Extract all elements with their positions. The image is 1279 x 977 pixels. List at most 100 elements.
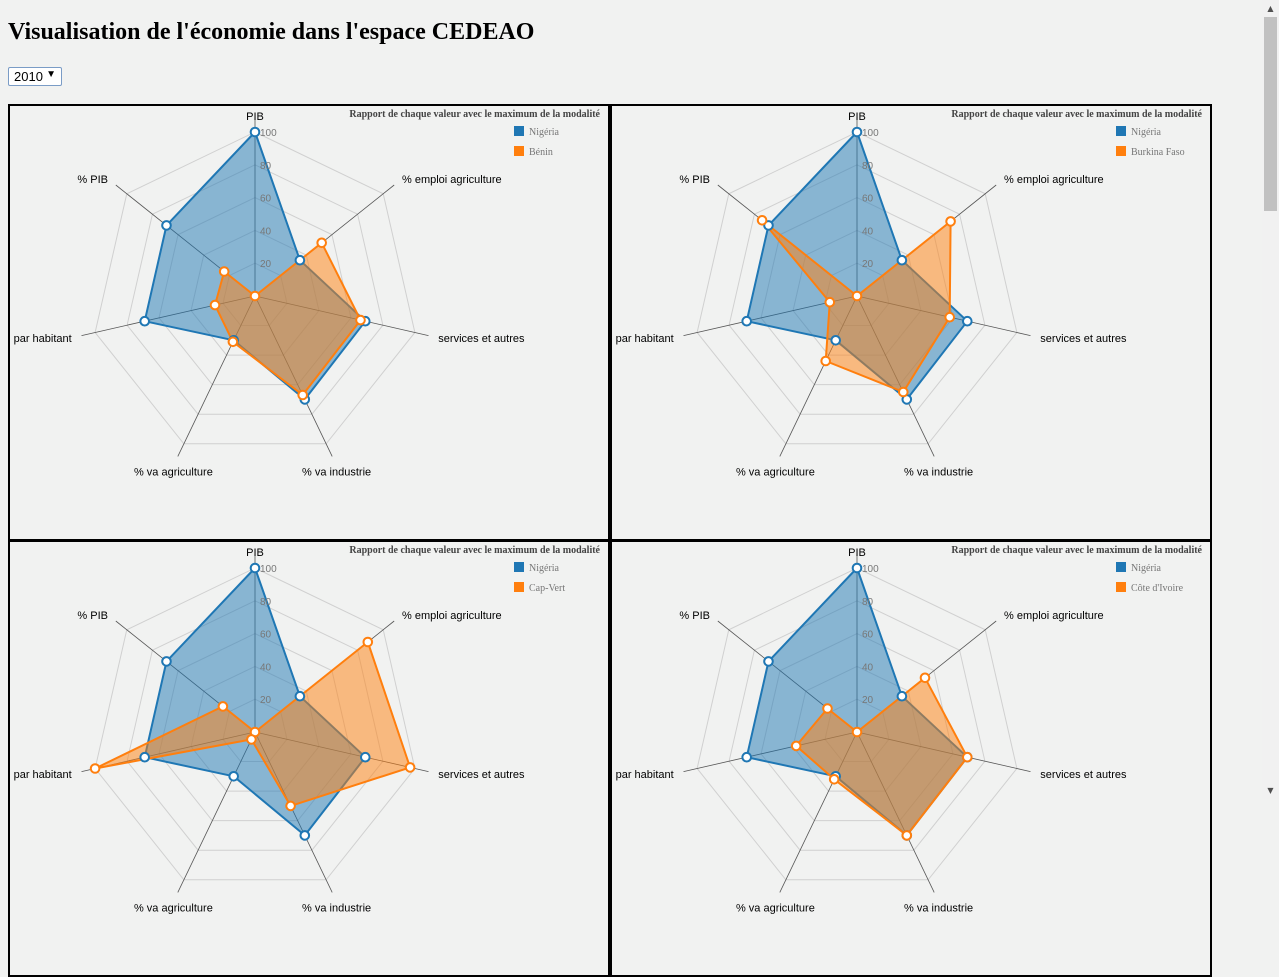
axis-label: % va industrie: [904, 902, 973, 914]
data-point: [824, 296, 836, 308]
axis-label: PIB par habitant: [612, 769, 674, 781]
axis-label: services et autres: [438, 769, 525, 781]
series-area-1: [214, 241, 362, 396]
data-point: [404, 762, 416, 773]
axis-label: % va industrie: [302, 466, 371, 478]
tick-label: 20: [260, 259, 272, 270]
data-point: [355, 314, 366, 326]
radar-panel: 20 40 60 80 100 PIB % emploi agriculture servic…: [8, 104, 610, 541]
data-point: [822, 703, 833, 714]
data-point: [294, 690, 306, 702]
data-point: [246, 734, 257, 745]
tick-label: 40: [862, 226, 874, 237]
tick-label: 100: [260, 564, 277, 575]
data-point: [161, 656, 172, 667]
axis-label: PIB par habitant: [612, 333, 674, 345]
legend-label: Nigéria: [1131, 563, 1162, 574]
axis-label: services et autres: [1040, 769, 1127, 781]
scroll-down-icon[interactable]: ▼: [1267, 786, 1274, 795]
data-point: [851, 562, 863, 574]
data-point: [901, 830, 913, 841]
tick-label: 20: [260, 695, 272, 706]
data-point: [285, 800, 296, 812]
axis-label: % va agriculture: [134, 466, 213, 478]
axis-label: % emploi agriculture: [1004, 610, 1104, 622]
axis-label: PIB: [848, 111, 866, 123]
radar-panel: 20 40 60 80 100 PIB % emploi agriculture servic…: [610, 540, 1212, 977]
radar-tick-labels: 20 40 60 80 100: [260, 564, 277, 706]
data-point: [161, 220, 172, 231]
data-point: [962, 751, 973, 763]
data-point: [898, 386, 909, 398]
axis-label: % va agriculture: [134, 902, 213, 914]
tick-label: 40: [260, 226, 272, 237]
legend-label: Nigéria: [529, 127, 560, 138]
data-point: [828, 774, 840, 785]
data-point: [139, 751, 150, 763]
data-point: [820, 355, 831, 367]
axis-label: % va industrie: [302, 902, 371, 914]
axis-label: PIB par habitant: [10, 333, 72, 345]
series-points-1: [209, 237, 366, 401]
data-point: [297, 389, 309, 401]
chart-title: Rapport de chaque valeur avec le maximum…: [349, 109, 600, 120]
legend-swatch: [514, 126, 524, 136]
data-point: [919, 672, 931, 684]
tick-label: 80: [862, 597, 874, 608]
chart-legend: Nigéria Côte d'Ivoire: [1116, 562, 1184, 594]
vertical-scrollbar[interactable]: ▲ ▼: [1262, 0, 1279, 799]
data-point: [741, 315, 752, 327]
tick-label: 80: [260, 597, 272, 608]
data-point: [741, 751, 752, 763]
year-select[interactable]: 2010 ▼: [8, 67, 62, 86]
legend-swatch: [514, 582, 524, 592]
tick-label: 60: [260, 194, 272, 205]
legend-label: Nigéria: [529, 563, 560, 574]
data-point: [945, 216, 956, 227]
axis-label: % PIB: [679, 610, 710, 622]
tick-label: 100: [862, 564, 879, 575]
data-point: [316, 237, 328, 249]
legend-swatch: [514, 146, 524, 156]
radar-axis-labels: PIB % emploi agriculture services et autre…: [612, 111, 1127, 478]
tick-label: 60: [862, 194, 874, 205]
radar-chart-svg: 20 40 60 80 100 PIB % emploi agriculture servic…: [612, 109, 1203, 478]
axis-label: services et autres: [438, 333, 525, 345]
tick-label: 60: [862, 630, 874, 641]
data-point: [227, 336, 239, 348]
data-point: [763, 656, 774, 667]
radar-tick-labels: 20 40 60 80 100: [862, 128, 879, 270]
grid-ring: [728, 164, 986, 415]
data-point: [756, 215, 768, 226]
legend-label: Bénin: [529, 147, 553, 158]
data-point: [362, 636, 374, 648]
chart-title: Rapport de chaque valeur avec le maximum…: [951, 545, 1202, 556]
tick-label: 60: [260, 630, 272, 641]
data-point: [944, 311, 956, 323]
chart-legend: Nigéria Cap-Vert: [514, 562, 565, 594]
axis-label: PIB: [246, 547, 264, 559]
data-point: [896, 690, 908, 702]
data-point: [249, 562, 261, 574]
grid-ring: [94, 131, 416, 445]
radar-chart-svg: 20 40 60 80 100 PIB % emploi agriculture servic…: [10, 109, 601, 478]
data-point: [249, 126, 261, 138]
scroll-up-icon[interactable]: ▲: [1267, 4, 1274, 13]
scrollbar-thumb[interactable]: [1264, 17, 1277, 211]
data-point: [830, 335, 841, 346]
data-point: [228, 771, 239, 782]
data-point: [294, 254, 306, 266]
axis-label: % va industrie: [904, 466, 973, 478]
axis-label: % PIB: [679, 174, 710, 186]
radar-axis-labels: PIB % emploi agriculture services et autre…: [10, 111, 525, 478]
grid-ring: [126, 164, 384, 415]
data-point: [851, 726, 863, 738]
axis-label: PIB par habitant: [10, 769, 72, 781]
axis-label: % va agriculture: [736, 466, 815, 478]
data-point: [851, 126, 863, 138]
tick-label: 40: [260, 662, 272, 673]
radar-panel: 20 40 60 80 100 PIB % emploi agriculture servic…: [610, 104, 1212, 541]
axis-label: % PIB: [77, 174, 108, 186]
page-title: Visualisation de l'économie dans l'espac…: [8, 19, 535, 45]
legend-label: Cap-Vert: [529, 583, 565, 594]
